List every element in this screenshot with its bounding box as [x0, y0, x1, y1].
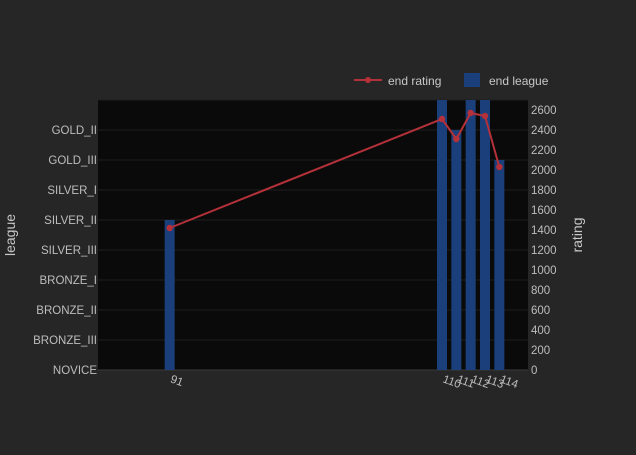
rating-line	[169, 111, 501, 229]
x-tick-label: 91	[169, 374, 185, 390]
legend-bar-swatch	[464, 73, 480, 87]
legend-marker-swatch	[365, 77, 371, 83]
line-series-end-rating	[166, 109, 503, 232]
right-axis-title: rating	[569, 217, 585, 252]
x-tick-label: 110	[441, 374, 462, 392]
right-tick-label: 0	[531, 365, 537, 377]
rating-point-114[interactable]	[496, 163, 503, 171]
left-tick-label: NOVICE	[53, 365, 97, 377]
left-tick-label: SILVER_III	[41, 245, 97, 257]
right-tick-label: 2600	[531, 105, 557, 117]
x-tick-label: 113	[484, 374, 505, 392]
left-tick-label: SILVER_I	[47, 185, 97, 197]
left-tick-label: BRONZE_II	[36, 305, 97, 317]
left-axis-title: league	[2, 214, 18, 256]
right-tick-label: 2200	[531, 145, 557, 157]
bar-91[interactable]	[164, 220, 175, 370]
right-tick-label: 200	[531, 345, 550, 357]
legend-item-end-league[interactable]: end league	[464, 73, 549, 88]
left-y-axis: NOVICE BRONZE_III BRONZE_II BRONZE_I SILVER_…	[33, 125, 97, 377]
legend[interactable]: end rating end league	[354, 73, 549, 88]
rating-point-112[interactable]	[467, 109, 474, 117]
plot-area	[98, 100, 528, 370]
bar-series-end-league	[164, 100, 505, 370]
x-tick-label: 111	[455, 374, 476, 391]
right-tick-label: 1800	[531, 185, 557, 197]
bar-114[interactable]	[494, 160, 505, 370]
left-tick-label: BRONZE_I	[39, 275, 97, 287]
right-tick-label: 1400	[531, 225, 557, 237]
bar-112[interactable]	[465, 100, 476, 370]
legend-label-end-rating: end rating	[388, 74, 441, 88]
legend-label-end-league: end league	[489, 74, 549, 88]
right-tick-label: 1000	[531, 265, 557, 277]
left-tick-label: GOLD_III	[48, 155, 97, 167]
rating-point-91[interactable]	[166, 224, 173, 232]
bar-111[interactable]	[451, 130, 462, 370]
left-tick-label: GOLD_II	[52, 125, 97, 137]
right-tick-label: 2000	[531, 165, 557, 177]
bar-110[interactable]	[437, 100, 447, 370]
left-tick-label: SILVER_II	[44, 215, 97, 227]
bar-113[interactable]	[480, 100, 490, 370]
right-tick-label: 2400	[531, 125, 557, 137]
right-tick-label: 1200	[531, 245, 557, 257]
x-tick-label: 112	[470, 374, 491, 392]
right-tick-label: 400	[531, 325, 550, 337]
right-tick-label: 800	[531, 285, 550, 297]
rating-point-110[interactable]	[438, 115, 446, 123]
right-tick-label: 1600	[531, 205, 557, 217]
left-tick-label: BRONZE_III	[33, 335, 97, 347]
right-y-axis: 0 200 400 600 800 1000 1200 1400 1600 1800 2000 220…	[531, 105, 557, 377]
legend-item-end-rating[interactable]: end rating	[354, 74, 441, 88]
right-tick-label: 600	[531, 305, 550, 317]
rating-point-111[interactable]	[453, 135, 460, 143]
rating-point-113[interactable]	[481, 112, 489, 120]
